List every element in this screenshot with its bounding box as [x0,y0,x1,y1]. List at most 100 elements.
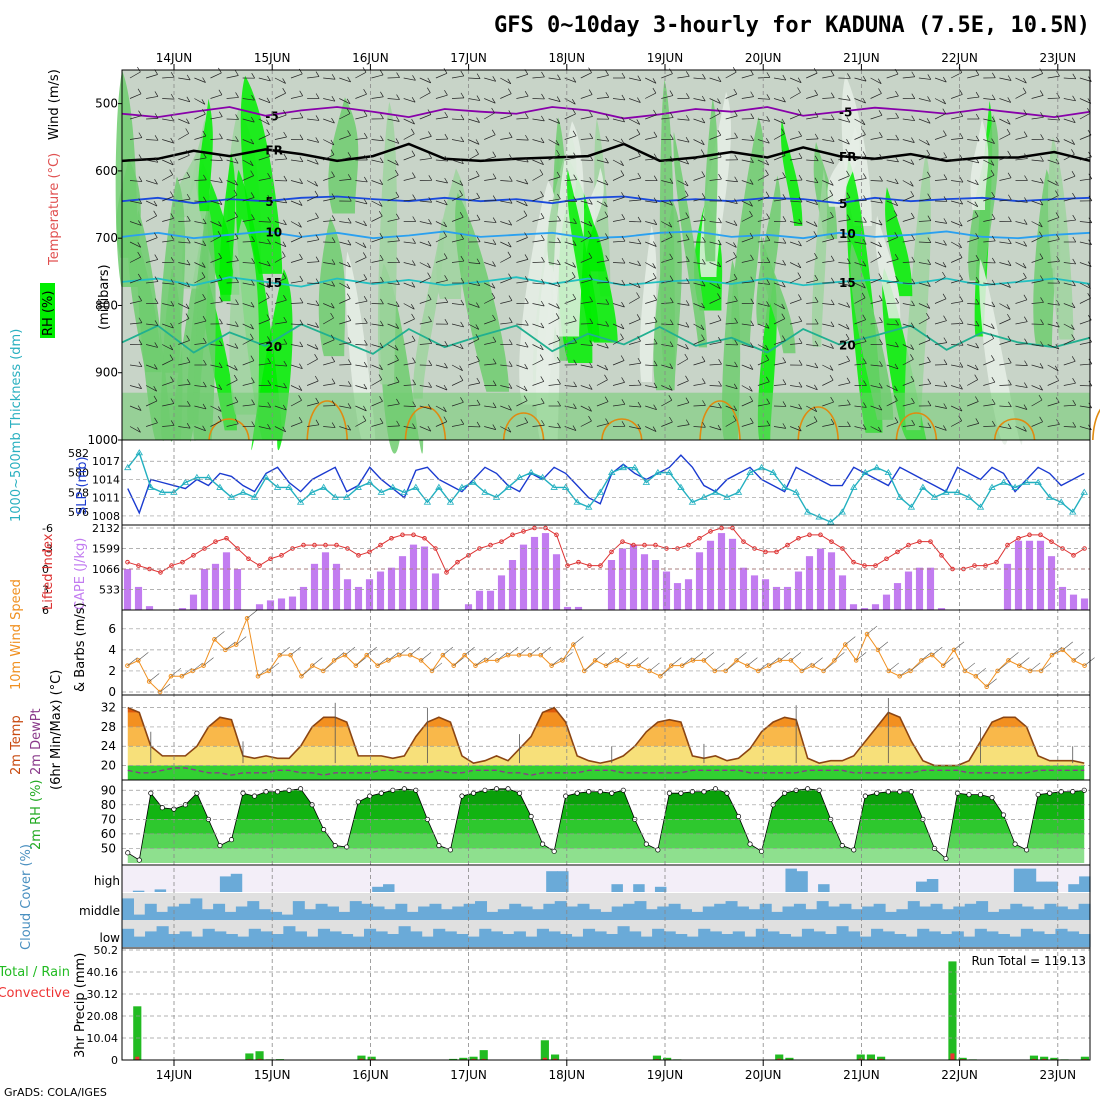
date-label-top: 14JUN [156,51,193,65]
wind-barb-feather [138,154,143,160]
surface-wind-barb [747,657,758,666]
surface-wind-barb [801,662,812,672]
wind-barb-feather [331,193,336,199]
wind-barb [178,154,190,161]
wind-barb-feather [862,424,867,430]
wind-barb [612,360,625,366]
rh-fill-band [127,804,1085,820]
wind-barb-feather [138,110,142,116]
wind-barb-feather [251,236,255,242]
wind-barb-feather [926,118,931,124]
wind-barb [306,380,319,386]
wind-barb-feather [475,334,480,340]
wind-barb [274,77,286,84]
cape-bar [365,579,374,610]
wind-barb [323,176,335,181]
wind-barb-feather [879,132,883,138]
wind-barb-feather [766,94,771,100]
wind-barb [918,154,930,161]
surface-wind-barb [834,652,845,661]
cloud-low-bar [871,928,884,947]
wind-barb-feather [717,424,722,431]
precip-convective-bar [858,1058,863,1060]
wind-barb-feather [556,96,561,102]
wind-barb [1079,282,1091,289]
wind-barb [838,404,851,407]
wind-barb-feather [282,241,287,247]
wind-barb-feather [331,96,336,102]
wind-barb [162,323,174,329]
cape-bar [189,594,198,610]
wind-barb-feather [411,150,416,156]
wind-barb [532,424,545,427]
warm-plume-contour [306,400,348,441]
wind-barb [950,405,963,412]
wind-speed-marker [331,658,337,663]
wind-barb-feather [137,251,141,258]
wind-barb-feather [653,294,657,301]
wind-barb-feather [347,403,352,409]
wind-speed-marker [810,663,815,668]
wind-barb-feather [298,222,302,228]
rh-marker [1047,790,1053,796]
wind-barb [226,238,239,243]
wind-barb-feather [990,170,995,176]
wind-barb-feather [331,74,336,80]
wind-barb [516,364,528,370]
wind-barb-feather [846,280,851,286]
wind-barb [1047,380,1059,386]
wind-barb-feather [186,237,191,244]
wind-barb-feather [460,70,465,77]
wind-barb [451,364,463,371]
surface-wind-barb [812,657,823,666]
surface-wind-barb [192,662,203,672]
surface-wind-barb [333,652,345,661]
cloud-middle-bar [828,906,841,920]
wind-barb [162,303,174,307]
wind-speed-marker [288,652,293,658]
wind-barb [934,77,947,83]
thickness-marker [873,463,881,471]
wind-speed-marker [777,658,783,663]
wind-barb [661,236,673,243]
wind-barb [210,116,223,120]
wind-barb-feather [396,72,400,78]
wind-barb [645,385,658,389]
wind-barb [355,344,368,346]
cloud-low-bar [340,934,354,947]
wind-speed-marker [636,663,641,668]
wind-barb-feather [1006,119,1011,125]
wind-barb [516,422,528,427]
wind-barb [693,197,706,202]
wind-barb-feather [1040,341,1044,347]
wind-barb [661,323,674,325]
wind-barb-feather [347,337,352,343]
wind-barb-feather [782,401,787,407]
wind-barb-feather [717,293,721,299]
wind-barb [838,382,851,386]
wind-barb [757,282,770,285]
cloud-low-bar [502,934,515,947]
wind-barb-feather [782,357,787,363]
cloud-low-bar [894,934,907,947]
wind-barb-feather [508,132,513,138]
wind-barb [500,256,512,263]
wind-barb-feather [701,356,706,362]
wind-barb [178,133,189,140]
wind-speed-marker [505,652,511,658]
wind-barb [339,262,351,268]
wind-barb-feather [847,421,851,427]
wind-barb [339,364,352,366]
wind-barb [886,385,898,392]
lifted-index-marker [257,563,262,568]
wind-barb [580,235,592,243]
wind-speed-marker [766,663,772,668]
rh-band [731,117,765,345]
surface-wind-barb [529,646,541,656]
isotherm-label: 5 [265,195,273,209]
wind-barb [822,159,834,164]
lifted-index-marker [1016,535,1021,541]
wind-barb-feather [460,277,465,284]
wind-barb-feather [1007,172,1012,178]
wind-barb [677,344,689,350]
